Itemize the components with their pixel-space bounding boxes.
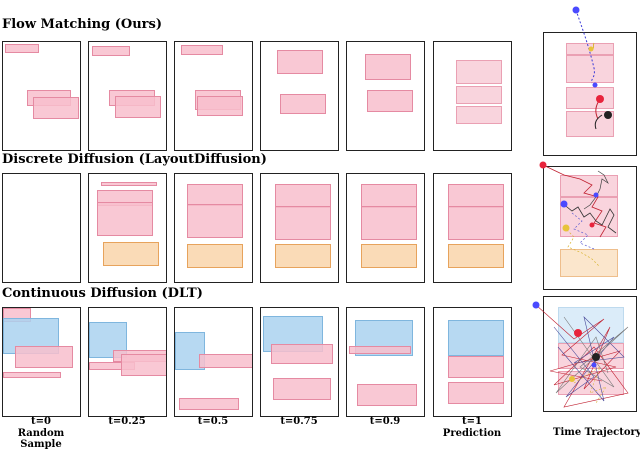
layout-box: [33, 97, 79, 119]
layout-box: [367, 90, 413, 112]
trajectory-paths-continuous: [532, 301, 629, 408]
discrete-panel-t0: [2, 173, 81, 283]
discrete-panel-t1: [433, 173, 512, 283]
trajectory-end-point: [604, 111, 612, 119]
row-title-discrete-diffusion: Discrete Diffusion (LayoutDiffusion): [2, 152, 267, 167]
layout-box: [560, 249, 618, 277]
layout-box: [15, 346, 73, 368]
layout-box: [89, 322, 127, 358]
flow-panel-t1: [433, 41, 512, 151]
trajectory-paths-discrete: [539, 161, 617, 268]
layout-box: [448, 356, 504, 378]
timestep-label-4: t=0.9: [369, 416, 401, 427]
prediction-caption: Prediction: [442, 428, 502, 439]
layout-box: [560, 175, 618, 197]
flow-panel-t0: [2, 41, 81, 151]
layout-box: [566, 87, 614, 109]
layout-box: [448, 382, 504, 404]
layout-box: [103, 242, 159, 266]
trajectory-start-point: [539, 161, 547, 169]
timestep-label-1: t=0.25: [108, 416, 146, 427]
flow-panel-t025: [88, 41, 167, 151]
trajectory-end-point: [588, 46, 594, 52]
continuous-panel-t1: [433, 307, 512, 417]
trajectory-end-point: [592, 82, 598, 88]
layout-box: [187, 184, 243, 206]
timestep-label-0: t=0: [31, 416, 51, 427]
layout-box: [97, 202, 153, 236]
discrete-panel-t09: [346, 173, 425, 283]
layout-box: [456, 106, 502, 124]
trajectory-end-point: [574, 329, 582, 337]
trajectory-end-point: [593, 192, 599, 198]
trajectory-end-point: [569, 376, 575, 382]
layout-box: [275, 244, 331, 268]
layout-box: [448, 244, 504, 268]
flow-panel-t075: [260, 41, 339, 151]
layout-box: [187, 244, 243, 268]
layout-box: [280, 94, 326, 114]
layout-box: [558, 307, 624, 343]
layout-box: [101, 182, 157, 186]
layout-box: [361, 244, 417, 268]
layout-box: [92, 46, 130, 56]
timestep-label-2: t=0.5: [197, 416, 229, 427]
timestep-label-5: t=1: [462, 416, 482, 427]
continuous-panel-t075: [260, 307, 339, 417]
layout-box: [456, 86, 502, 104]
layout-box: [277, 50, 323, 74]
layout-box: [357, 384, 417, 406]
layout-box: [275, 206, 331, 240]
trajectory-start-point: [560, 200, 568, 208]
layout-box: [349, 346, 411, 354]
layout-box: [448, 184, 504, 208]
trajectory-panel-flow: [543, 6, 637, 156]
layout-box: [179, 398, 239, 410]
trajectory-paths-flow: [572, 6, 612, 130]
layout-box: [361, 206, 417, 240]
layout-box: [365, 54, 411, 80]
layout-box: [456, 60, 502, 84]
trajectory-start-point: [572, 6, 580, 14]
trajectory-end-point: [591, 362, 597, 368]
trajectory-end-point: [596, 95, 604, 103]
layout-box: [197, 96, 243, 116]
layout-box: [115, 96, 161, 118]
time-trajectory-label: Time Trajectory: [553, 427, 640, 438]
trajectory-end-point: [589, 222, 595, 228]
row-title-continuous-diffusion: Continuous Diffusion (DLT): [2, 286, 203, 301]
layout-box: [566, 55, 614, 83]
trajectory-panel-discrete: [539, 161, 637, 290]
continuous-panel-t05: [174, 307, 253, 417]
layout-box: [181, 45, 223, 55]
layout-box: [199, 354, 252, 368]
continuous-panel-t09: [346, 307, 425, 417]
layout-box: [275, 184, 331, 208]
trajectory-end-point: [592, 353, 600, 361]
discrete-panel-t025: [88, 173, 167, 283]
trajectory-start-point: [562, 224, 570, 232]
layout-box: [361, 184, 417, 208]
layout-box: [187, 204, 243, 238]
layout-box: [271, 344, 333, 364]
discrete-panel-t075: [260, 173, 339, 283]
layout-box: [448, 320, 504, 356]
random-sample-caption: Random Sample: [17, 428, 65, 450]
row-title-flow-matching: Flow Matching (Ours): [2, 17, 162, 32]
layout-box: [5, 44, 39, 53]
flow-panel-t09: [346, 41, 425, 151]
continuous-panel-t025: [88, 307, 167, 417]
discrete-panel-t05: [174, 173, 253, 283]
flow-panel-t05: [174, 41, 253, 151]
continuous-panel-t0: [2, 307, 81, 417]
layout-box: [273, 378, 331, 400]
layout-box: [448, 206, 504, 240]
trajectory-panel-continuous: [532, 296, 637, 412]
layout-box: [560, 197, 618, 237]
layout-box: [121, 354, 166, 376]
trajectory-start-point: [532, 301, 540, 309]
timestep-label-3: t=0.75: [280, 416, 318, 427]
layout-box: [3, 372, 61, 378]
